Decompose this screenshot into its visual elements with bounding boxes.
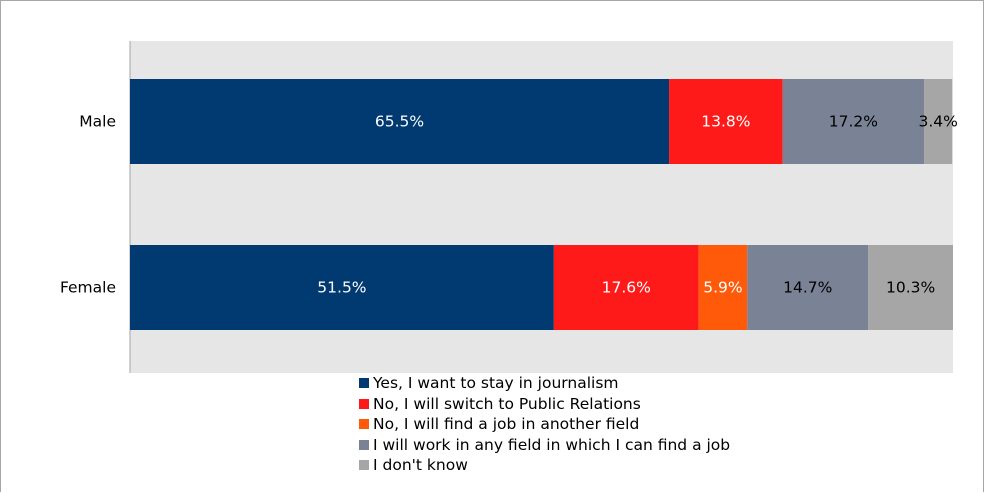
category-label-male: Male: [79, 113, 116, 131]
legend-label-1: Yes, I want to stay in journalism: [373, 374, 619, 392]
legend-item-4: I will work in any field in which I can …: [359, 435, 730, 456]
chart-legend: Yes, I want to stay in journalism No, I w…: [359, 373, 730, 476]
data-label-female-series-2: 17.6%: [602, 279, 651, 297]
data-label-male-series-1: 65.5%: [375, 113, 424, 131]
legend-swatch-1: [359, 378, 369, 388]
legend-label-4: I will work in any field in which I can …: [373, 436, 730, 454]
data-label-female-series-3: 5.9%: [703, 279, 742, 297]
legend-label-5: I don't know: [373, 456, 468, 474]
data-label-male-series-5: 3.4%: [918, 113, 957, 131]
legend-label-2: No, I will switch to Public Relations: [373, 395, 641, 413]
legend-label-3: No, I will find a job in another field: [373, 415, 639, 433]
category-label-female: Female: [60, 279, 116, 297]
data-label-male-series-4: 17.2%: [829, 113, 878, 131]
legend-item-5: I don't know: [359, 455, 730, 476]
data-label-male-series-2: 13.8%: [701, 113, 750, 131]
legend-swatch-5: [359, 460, 369, 470]
data-label-female-series-1: 51.5%: [317, 279, 366, 297]
legend-swatch-2: [359, 399, 369, 409]
legend-item-2: No, I will switch to Public Relations: [359, 394, 730, 415]
data-label-female-series-4: 14.7%: [783, 279, 832, 297]
legend-swatch-4: [359, 440, 369, 450]
legend-item-1: Yes, I want to stay in journalism: [359, 373, 730, 394]
legend-swatch-3: [359, 419, 369, 429]
legend-item-3: No, I will find a job in another field: [359, 414, 730, 435]
data-label-female-series-5: 10.3%: [886, 279, 935, 297]
